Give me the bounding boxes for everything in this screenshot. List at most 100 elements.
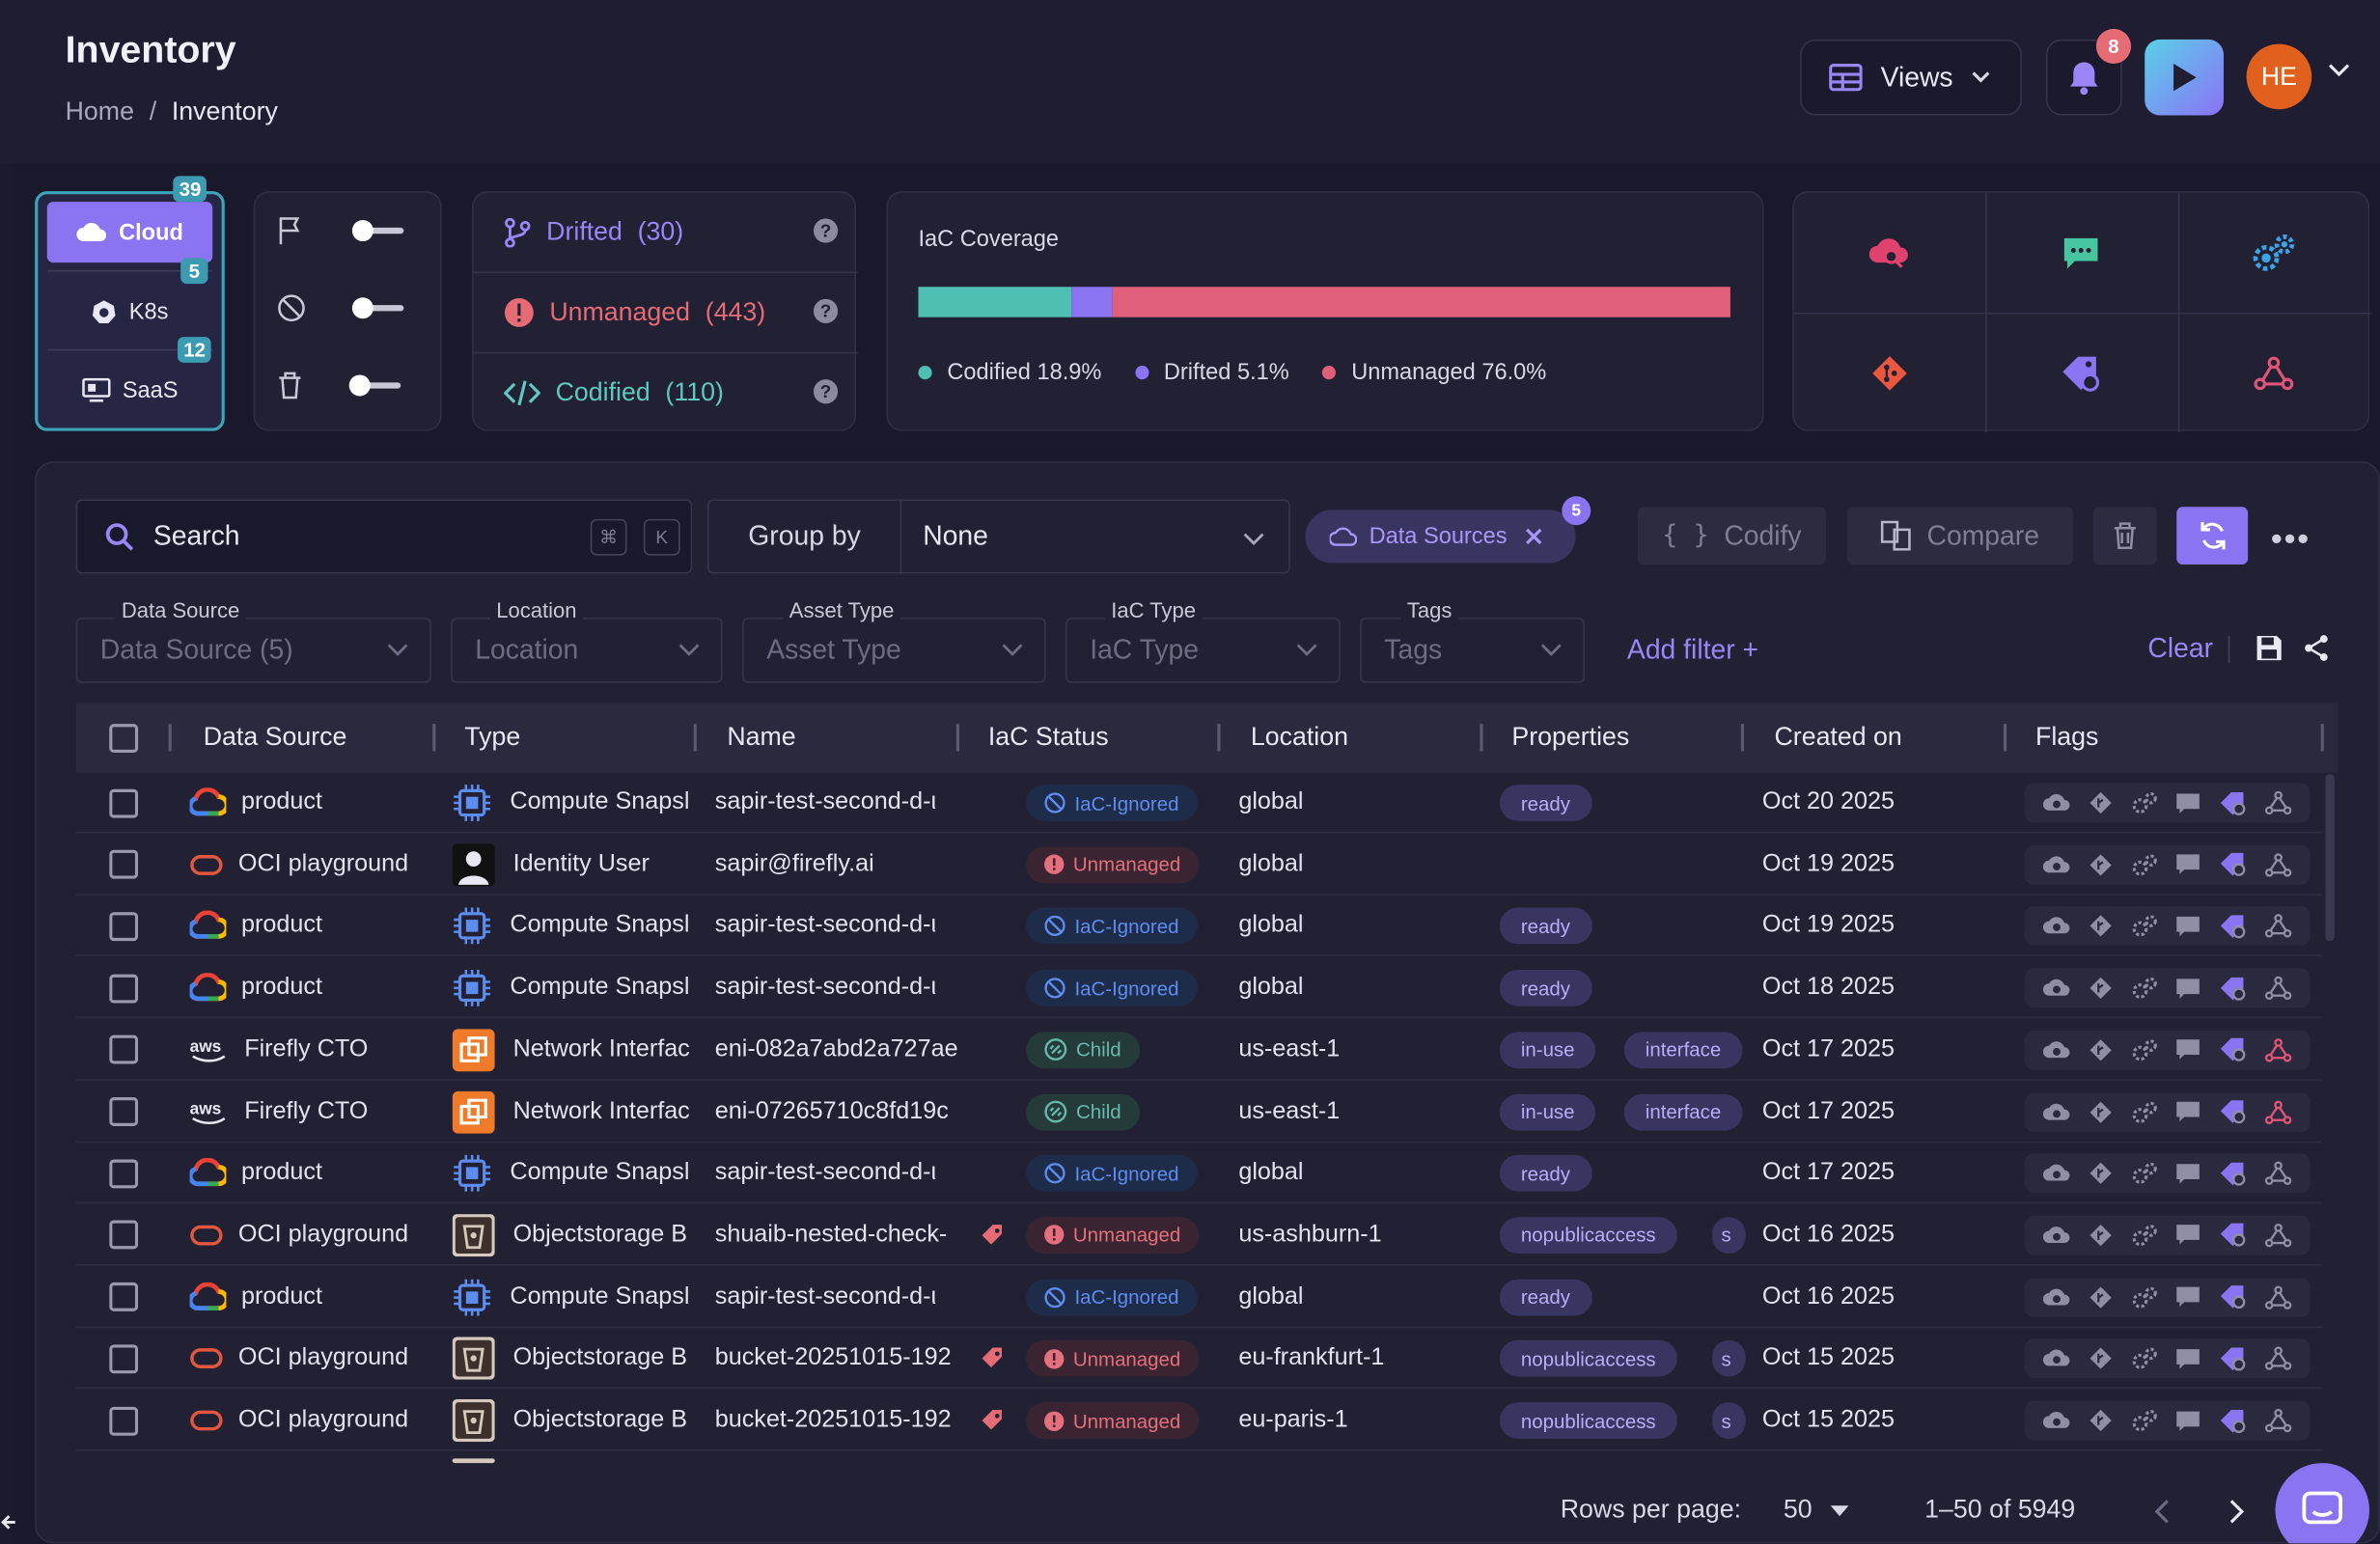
tag-icon[interactable]	[2220, 1408, 2247, 1434]
asset-name[interactable]: sapir-test-second-d-ι	[714, 974, 937, 1001]
row-checkbox[interactable]	[109, 958, 139, 1019]
status-unmanaged[interactable]: Unmanaged (443) ?	[474, 273, 858, 352]
cloud-search-icon[interactable]	[2042, 1348, 2070, 1369]
column-header-location[interactable]: Location	[1250, 722, 1348, 752]
deleted-toggle[interactable]	[348, 374, 401, 397]
chat-icon[interactable]	[2175, 977, 2201, 1000]
asset-name[interactable]: shuaib-nested-check-	[714, 1221, 948, 1248]
git-icon[interactable]	[2089, 1346, 2113, 1370]
user-avatar[interactable]: HE	[2246, 43, 2312, 110]
tags-action[interactable]	[1985, 313, 2176, 432]
column-header-type[interactable]: Type	[464, 722, 521, 752]
filter-asset-type[interactable]: Asset Type	[742, 618, 1046, 683]
cloud-search-icon[interactable]	[2042, 1101, 2070, 1122]
chat-icon[interactable]	[2175, 1409, 2201, 1432]
clear-filters-button[interactable]: Clear	[2147, 632, 2214, 664]
save-icon[interactable]	[2255, 634, 2283, 661]
name-cell[interactable]: eni-07265710c8fd19c	[715, 1082, 961, 1143]
tag-icon[interactable]	[2220, 1223, 2247, 1249]
git-icon[interactable]	[2089, 790, 2113, 814]
gears-icon[interactable]	[2130, 1037, 2157, 1062]
chat-icon[interactable]	[2175, 1162, 2201, 1185]
gears-icon[interactable]	[2130, 914, 2157, 938]
name-cell[interactable]: shuaib-nested-check-	[715, 1205, 961, 1266]
chat-icon[interactable]	[2175, 1347, 2201, 1370]
share-icon[interactable]	[2303, 634, 2330, 661]
graph-icon[interactable]	[2264, 1223, 2292, 1248]
status-codified[interactable]: Codified (110) ?	[474, 353, 858, 432]
cloud-search-icon[interactable]	[2042, 1039, 2070, 1061]
git-icon[interactable]	[2089, 1223, 2113, 1247]
tag-icon[interactable]	[2220, 1346, 2247, 1372]
name-cell[interactable]: sapir-test-second-d-ι	[715, 1267, 961, 1328]
asset-name[interactable]: bucket-20251015-192	[714, 1344, 952, 1371]
table-row[interactable]: product Compute Snapsl sapir-test-second-d…	[75, 896, 2323, 957]
chat-icon[interactable]	[2175, 791, 2201, 814]
git-icon[interactable]	[2089, 914, 2113, 938]
tag-icon[interactable]	[2220, 976, 2247, 1002]
tag-icon[interactable]	[2220, 1161, 2247, 1187]
graph-icon[interactable]	[2264, 1408, 2292, 1433]
graph-icon[interactable]	[2264, 1284, 2292, 1310]
cloud-search-icon[interactable]	[2042, 1163, 2070, 1184]
graph-icon[interactable]	[2264, 1099, 2292, 1124]
support-chat-button[interactable]	[2275, 1463, 2369, 1544]
gears-icon[interactable]	[2130, 1408, 2157, 1432]
git-icon[interactable]	[2089, 1284, 2113, 1309]
chat-icon[interactable]	[2175, 1100, 2201, 1123]
asset-name[interactable]: sapir-test-second-d-ι	[714, 1159, 937, 1186]
asset-name[interactable]: sapir@firefly.ai	[714, 850, 874, 877]
rows-per-page-select[interactable]: 50	[1784, 1495, 1849, 1525]
compare-button[interactable]: Compare	[1846, 507, 2074, 565]
cloud-search-icon[interactable]	[2042, 854, 2070, 875]
refresh-button[interactable]	[2176, 507, 2249, 565]
close-icon[interactable]	[1525, 528, 1542, 545]
status-drifted[interactable]: Drifted (30) ?	[474, 193, 858, 272]
row-checkbox[interactable]	[109, 1020, 139, 1081]
row-checkbox[interactable]	[109, 1082, 139, 1143]
chat-icon[interactable]	[2175, 1224, 2201, 1247]
breadcrumb-home[interactable]: Home	[65, 96, 134, 126]
chat-icon[interactable]	[2175, 1285, 2201, 1309]
delete-button[interactable]	[2092, 507, 2157, 565]
filter-tags[interactable]: Tags	[1360, 618, 1585, 683]
git-icon[interactable]	[2089, 852, 2113, 876]
filter-iac-type[interactable]: IaC Type	[1065, 618, 1341, 683]
automation-action[interactable]	[2178, 193, 2369, 313]
name-cell[interactable]: sapir@firefly.ai	[715, 834, 961, 895]
flagged-toggle[interactable]	[351, 220, 404, 242]
more-options-button[interactable]: •••	[2270, 518, 2311, 558]
chat-icon[interactable]	[2175, 1038, 2201, 1062]
help-icon[interactable]: ?	[813, 218, 839, 243]
help-icon[interactable]: ?	[813, 298, 839, 323]
git-icon[interactable]	[2089, 1161, 2113, 1185]
chevron-down-icon[interactable]	[2328, 64, 2350, 77]
cloud-search-icon[interactable]	[2042, 792, 2070, 813]
git-action[interactable]	[1794, 313, 1985, 432]
cloud-search-icon[interactable]	[2042, 978, 2070, 999]
graph-icon[interactable]	[2264, 852, 2292, 877]
tag-icon[interactable]	[2220, 914, 2247, 940]
graph-icon[interactable]	[2264, 976, 2292, 1001]
row-checkbox[interactable]	[109, 1144, 139, 1204]
cloud-search-icon[interactable]	[2042, 1286, 2070, 1308]
filter-location[interactable]: Location	[451, 618, 723, 683]
graph-icon[interactable]	[2264, 1037, 2292, 1062]
provider-cloud[interactable]: Cloud	[46, 202, 213, 263]
column-header-data-source[interactable]: Data Source	[203, 722, 347, 752]
cloud-search-icon[interactable]	[2042, 1410, 2070, 1431]
play-button[interactable]	[2145, 39, 2225, 116]
graph-icon[interactable]	[2264, 1161, 2292, 1186]
row-checkbox[interactable]	[109, 773, 139, 834]
provider-saas[interactable]: SaaS	[47, 360, 212, 421]
graph-icon[interactable]	[2264, 1346, 2292, 1371]
table-row[interactable]: OCI playground Objectstorage B bucket-2025…	[75, 1391, 2323, 1451]
tag-icon[interactable]	[2220, 1099, 2247, 1125]
provider-k8s[interactable]: K8s	[47, 281, 212, 342]
table-row[interactable]: product Compute Snapsl sapir-test-second-d…	[75, 1267, 2323, 1328]
row-checkbox[interactable]	[109, 896, 139, 957]
git-icon[interactable]	[2089, 1408, 2113, 1432]
asset-name[interactable]: eni-07265710c8fd19c	[714, 1097, 949, 1124]
tag-icon[interactable]	[2220, 852, 2247, 878]
name-cell[interactable]: bucket-20251015-192	[715, 1391, 961, 1451]
